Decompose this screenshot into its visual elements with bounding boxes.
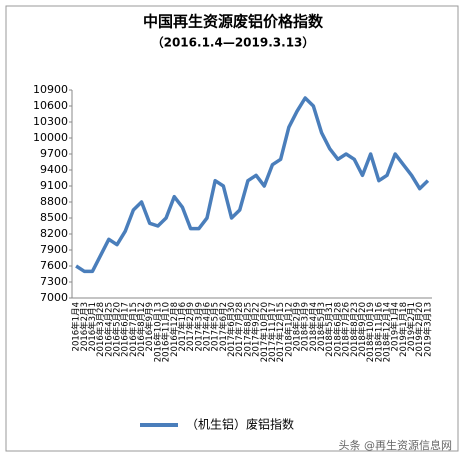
- x-tick-label: 2019年3月13: [422, 302, 433, 357]
- x-tick-label: 2017年2月9: [185, 302, 196, 351]
- x-tick-label: 2016年8月12: [136, 302, 147, 357]
- x-tick-label: 2016年10月13: [152, 302, 163, 362]
- x-tick-label: 2016年6月17: [120, 302, 131, 357]
- x-tick-label: 2016年3月1: [87, 302, 98, 351]
- x-tick-label: 2016年7月15: [128, 302, 139, 357]
- x-tick-label: 2017年10月20: [259, 302, 270, 362]
- x-tick-label: 2019年2月20: [414, 302, 425, 357]
- x-tick-label: 2018年5月3: [316, 302, 327, 351]
- x-tick-label: 2016年4月25: [103, 302, 114, 357]
- x-tick-label: 2019年1月18: [398, 302, 409, 357]
- y-tick-label: 7300: [40, 275, 68, 288]
- x-tick-label: 2017年6月30: [226, 302, 237, 357]
- x-tick-label: 2016年12月8: [169, 302, 180, 357]
- y-tick-label: 7900: [40, 243, 68, 256]
- x-tick-label: 2016年5月20: [112, 302, 123, 357]
- x-tick-label: 2018年9月20: [357, 302, 368, 357]
- chart-title: 中国再生资源废铝价格指数: [143, 13, 324, 31]
- x-tick-label: 2017年9月22: [251, 302, 262, 357]
- x-tick-label: 2018年3月9: [300, 302, 311, 351]
- x-tick-label: 2016年1月4: [71, 302, 82, 351]
- y-tick-label: 9700: [40, 147, 68, 160]
- y-tick-label: 10000: [33, 131, 68, 144]
- x-tick-label: 2016年11月10: [161, 302, 172, 362]
- chart-subtitle: （2016.1.4—2019.3.13）: [152, 35, 315, 50]
- x-tick-label: 2017年6月2: [218, 302, 229, 351]
- legend-label: （机生铝）废铝指数: [186, 417, 294, 432]
- y-tick-label: 10600: [33, 99, 68, 112]
- x-tick-label: 2017年7月28: [234, 302, 245, 357]
- x-tick-label: 2017年1月6: [177, 302, 188, 351]
- x-tick-label: 2018年12月14: [382, 302, 393, 362]
- x-tick-label: 2018年1月12: [283, 302, 294, 357]
- y-tick-label: 7600: [40, 259, 68, 272]
- y-tick-label: 7000: [40, 291, 68, 304]
- chart-frame: [5, 5, 459, 452]
- x-tick-label: 2018年4月4: [308, 302, 319, 351]
- x-tick-label: 2016年2月3: [79, 302, 90, 351]
- watermark: 头条 @再生资源信息网: [339, 438, 453, 452]
- x-tick-label: 2017年4月6: [202, 302, 213, 351]
- y-tick-label: 9100: [40, 179, 68, 192]
- x-tick-label: 2018年11月16: [373, 302, 384, 362]
- x-tick-label: 2018年5月31: [324, 302, 335, 357]
- y-tick-label: 10900: [33, 83, 68, 96]
- x-tick-label: 2016年3月28: [95, 302, 106, 357]
- x-tick-label: 2017年8月25: [242, 302, 253, 357]
- x-tick-label: 2018年6月28: [332, 302, 343, 357]
- x-tick-label: 2017年5月5: [210, 302, 221, 351]
- x-tick-label: 2018年7月26: [341, 302, 352, 357]
- y-tick-label: 8800: [40, 195, 68, 208]
- series-line: [75, 96, 430, 274]
- y-tick-label: 9400: [40, 163, 68, 176]
- y-tick-label: 8200: [40, 227, 68, 240]
- y-tick-label: 10300: [33, 115, 68, 128]
- x-tick-label: 2019年1月4: [390, 302, 401, 351]
- x-tick-label: 2017年3月9: [193, 302, 204, 351]
- x-tick-label: 2018年8月23: [349, 302, 360, 357]
- x-tick-label: 2018年10月19: [365, 302, 376, 362]
- x-tick-label: 2018年2月9: [292, 302, 303, 351]
- x-tick-label: 2016年9月9: [144, 302, 155, 351]
- x-tick-label: 2017年12月15: [275, 302, 286, 362]
- x-tick-label: 2017年11月17: [267, 302, 278, 362]
- y-tick-label: 8500: [40, 211, 68, 224]
- x-tick-label: 2019年2月1: [406, 302, 417, 351]
